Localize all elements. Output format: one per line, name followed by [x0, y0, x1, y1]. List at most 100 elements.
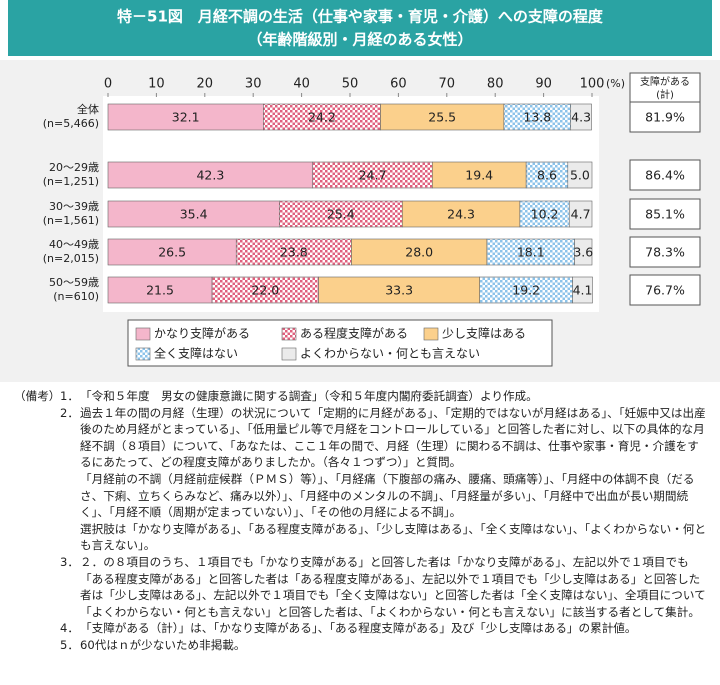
- bar-segment: [107, 103, 264, 131]
- value-label: 22.0: [251, 283, 279, 298]
- chart: 特－51図 月経不調の生活（仕事や家事・育児・介護）への支障の程度 （年齢階級別…: [0, 0, 720, 382]
- legend-label: 全く支障はない: [154, 346, 238, 361]
- value-label: 35.4: [180, 207, 208, 222]
- value-label: 24.2: [308, 110, 336, 125]
- value-label: 24.3: [447, 207, 475, 222]
- category-label: 40～49歳: [49, 238, 99, 251]
- total-header: (計): [656, 88, 674, 101]
- value-label: 19.2: [512, 283, 540, 298]
- note-text: ２．の８項目のうち、１項目でも「かなり支障がある」と回答した者は「かなり支障があ…: [80, 554, 708, 620]
- value-label: 10.2: [531, 207, 559, 222]
- note-item: 1． 「令和５年度 男女の健康意識に関する調査」（令和５年度内閣府委託調査）より作…: [60, 388, 708, 405]
- bar-segment: [519, 200, 570, 228]
- note-paragraph: 60代はｎが少ないため非掲載。: [80, 637, 246, 652]
- bar-segment: [401, 200, 521, 228]
- note-text: 「支障がある（計）」は、「かなり支障がある」、「ある程度支障がある」及び「少し支…: [80, 620, 637, 637]
- note-text: 過去１年の間の月経（生理）の状況について「定期的に月経がある」、「定期的ではない…: [80, 405, 708, 554]
- value-label: 26.5: [158, 245, 186, 260]
- n-label: (n=1,251): [43, 175, 99, 188]
- total-header: 支障がある: [640, 75, 690, 88]
- note-paragraph: 「令和５年度 男女の健康意識に関する調査」（令和５年度内閣府委託調査）より作成。: [80, 389, 538, 403]
- note-number: 1．: [60, 389, 79, 403]
- bar-segment: [572, 276, 593, 304]
- note-paragraph: 選択肢は「かなり支障がある」、「ある程度支障がある」、「少し支障はある」、「全く…: [80, 521, 707, 553]
- n-label: (n=2,015): [43, 252, 99, 265]
- legend-label: よくわからない・何とも言えない: [300, 347, 480, 361]
- value-label: 25.5: [428, 110, 456, 125]
- bar-segment: [525, 161, 569, 189]
- legend-box: [127, 319, 553, 367]
- legend-swatch: [423, 327, 439, 341]
- total-label: 81.9%: [645, 110, 685, 125]
- bar-segment: [312, 161, 433, 189]
- bar-segment: [431, 161, 527, 189]
- value-label: 4.7: [571, 207, 591, 222]
- n-label: (n=5,466): [43, 117, 99, 130]
- total-box: [629, 101, 701, 133]
- note-text: 60代はｎが少ないため非掲載。: [80, 637, 245, 654]
- bar-segment: [503, 103, 572, 131]
- notes-heading: （備考）: [14, 389, 61, 403]
- value-label: 23.8: [280, 245, 308, 260]
- bar-segment: [107, 238, 237, 266]
- category-label: 全体: [77, 102, 99, 116]
- category-label: 50～59歳: [49, 276, 99, 289]
- note-number: 5．: [60, 637, 79, 652]
- value-label: 32.1: [172, 110, 200, 125]
- category-label: 30～39歳: [49, 200, 99, 213]
- legend-swatch: [135, 327, 151, 341]
- note-paragraph: 「月経前の不調（月経前症候群（ＰＭＳ）等）」、「月経痛（下腹部の痛み、腰痛、頭痛…: [80, 471, 695, 520]
- value-label: 33.3: [385, 283, 413, 298]
- bar-segment: [107, 200, 280, 228]
- n-label: (n=610): [53, 290, 99, 303]
- note-paragraph: 「支障がある（計）」は、「かなり支障がある」、「ある程度支障がある」及び「少し支…: [80, 621, 637, 636]
- bar-segment: [567, 161, 593, 189]
- value-label: 21.5: [146, 283, 174, 298]
- total-label: 78.3%: [645, 245, 685, 260]
- value-label: 8.6: [537, 168, 557, 183]
- bar-segment: [107, 276, 213, 304]
- value-label: 4.3: [571, 110, 591, 125]
- value-label: 25.4: [327, 207, 355, 222]
- value-label: 24.7: [359, 168, 387, 183]
- notes-body: 1． 「令和５年度 男女の健康意識に関する調査」（令和５年度内閣府委託調査）より作…: [14, 388, 708, 654]
- value-label: 4.1: [573, 283, 593, 298]
- note-text: 「令和５年度 男女の健康意識に関する調査」（令和５年度内閣府委託調査）より作成。: [80, 388, 538, 405]
- total-label: 85.1%: [645, 207, 685, 222]
- bar-segment: [570, 103, 592, 131]
- legend-swatch: [281, 327, 297, 341]
- x-tick-label: 70: [439, 77, 456, 92]
- total-box: [629, 236, 701, 268]
- value-label: 28.0: [405, 245, 433, 260]
- value-label: 3.6: [573, 245, 593, 260]
- legend-label: 少し支障はある: [442, 326, 526, 341]
- category-label: 20～29歳: [49, 161, 99, 174]
- x-tick-label: 60: [390, 77, 407, 92]
- note-item: 3． ２．の８項目のうち、１項目でも「かなり支障がある」と回答した者は「かなり支障…: [60, 554, 708, 620]
- value-label: 42.3: [196, 168, 224, 183]
- x-tick-label: 0: [104, 77, 112, 92]
- x-tick-label: 100: [580, 77, 605, 92]
- note-item: 4． 「支障がある（計）」は、「かなり支障がある」、「ある程度支障がある」及び「少…: [60, 620, 708, 637]
- x-tick-label: 30: [245, 77, 262, 92]
- bar-segment: [568, 200, 593, 228]
- total-box: [629, 274, 701, 306]
- x-unit: (%): [606, 77, 625, 90]
- chart-subtitle: （年齢階級別・月経のある女性）: [247, 31, 472, 49]
- bar-segment: [351, 238, 488, 266]
- note-paragraph: 過去１年の間の月経（生理）の状況について「定期的に月経がある」、「定期的ではない…: [80, 405, 706, 470]
- x-tick-label: 90: [535, 77, 552, 92]
- bar-segment: [279, 200, 403, 228]
- notes: （備考） 1． 「令和５年度 男女の健康意識に関する調査」（令和５年度内閣府委託調…: [14, 388, 708, 654]
- chart-title: 特－51図 月経不調の生活（仕事や家事・育児・介護）への支障の程度: [117, 8, 604, 26]
- total-label: 76.7%: [645, 283, 685, 298]
- note-number: 4．: [60, 621, 79, 636]
- n-label: (n=1,561): [43, 214, 99, 227]
- x-tick-label: 10: [148, 77, 165, 92]
- note-number: 2．: [60, 405, 79, 420]
- value-label: 13.8: [523, 110, 551, 125]
- bar-segment: [107, 161, 314, 189]
- total-box: [629, 159, 701, 191]
- value-label: 19.4: [465, 168, 493, 183]
